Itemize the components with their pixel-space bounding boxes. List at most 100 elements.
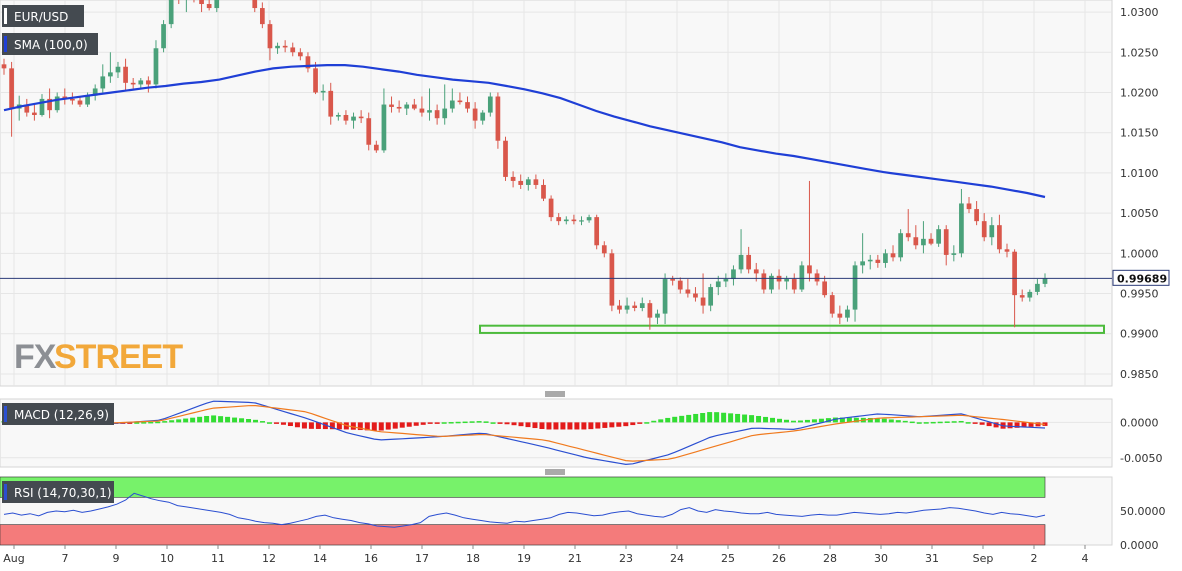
candle-body bbox=[807, 265, 812, 274]
x-tick-label: 19 bbox=[517, 552, 531, 565]
legend-macd[interactable]: MACD (12,26,9) bbox=[2, 403, 114, 425]
candle-body bbox=[1, 64, 7, 69]
rsi-tick-label: 0.0000 bbox=[1120, 539, 1159, 552]
macd-bar bbox=[357, 422, 363, 431]
macd-bar bbox=[972, 422, 978, 424]
legend-rsi[interactable]: RSI (14,70,30,1) bbox=[2, 481, 114, 503]
candle-body bbox=[472, 108, 478, 121]
macd-bar bbox=[469, 421, 475, 423]
candle-body bbox=[335, 114, 341, 117]
candle-body bbox=[905, 233, 911, 238]
macd-bar bbox=[350, 422, 356, 430]
macd-bar bbox=[923, 422, 929, 424]
x-tick-label: 25 bbox=[721, 552, 735, 565]
grid-lines bbox=[0, 0, 1112, 459]
macd-bar bbox=[944, 421, 950, 423]
price-tick-label: 1.0300 bbox=[1120, 6, 1159, 19]
x-tick-label: 26 bbox=[772, 552, 786, 565]
macd-bar bbox=[888, 419, 894, 423]
candle-body bbox=[518, 180, 524, 185]
candle-body bbox=[609, 253, 615, 306]
candle-body bbox=[1012, 251, 1017, 296]
macd-bar bbox=[518, 422, 524, 427]
candle-body bbox=[753, 269, 759, 274]
candle-body bbox=[1027, 291, 1033, 298]
x-tick-label: 2 bbox=[1031, 552, 1038, 565]
macd-bar bbox=[616, 422, 622, 427]
macd-bar bbox=[672, 416, 678, 423]
macd-bar bbox=[532, 422, 538, 429]
candle-body bbox=[123, 66, 128, 83]
candle-body bbox=[533, 179, 539, 185]
candle-body bbox=[282, 45, 288, 48]
macd-bar bbox=[986, 422, 992, 427]
candle-body bbox=[47, 98, 52, 111]
macd-bar bbox=[364, 422, 370, 431]
candle-body bbox=[959, 203, 964, 254]
macd-bar bbox=[644, 422, 650, 424]
candle-body bbox=[769, 275, 774, 290]
candle-body bbox=[845, 309, 850, 318]
candle-body bbox=[525, 179, 531, 185]
macd-bar bbox=[979, 422, 985, 425]
candle-body bbox=[404, 104, 410, 109]
macd-bar bbox=[916, 422, 922, 424]
macd-bar bbox=[637, 422, 643, 424]
macd-bar bbox=[476, 421, 482, 423]
legend-pair[interactable]: EUR/USD bbox=[2, 5, 84, 27]
macd-bar bbox=[735, 413, 741, 423]
candle-body bbox=[989, 225, 995, 238]
macd-bar bbox=[273, 422, 279, 424]
macd-bar bbox=[832, 417, 838, 423]
candle-body bbox=[928, 238, 934, 244]
macd-bar bbox=[329, 422, 335, 430]
macd-bar bbox=[301, 422, 307, 429]
current-price-tag: 0.99689 bbox=[1112, 269, 1170, 286]
macd-bar bbox=[392, 422, 398, 429]
candle-body bbox=[723, 279, 729, 282]
macd-bar bbox=[455, 421, 461, 424]
macd-histogram bbox=[1, 412, 1048, 431]
candle-body bbox=[693, 293, 698, 298]
macd-bar bbox=[504, 422, 510, 425]
panel-resize-handle[interactable] bbox=[545, 469, 565, 475]
macd-bar bbox=[909, 421, 915, 424]
candle-body bbox=[921, 238, 926, 246]
candle-body bbox=[495, 96, 501, 141]
candle-body bbox=[32, 112, 37, 115]
candle-body bbox=[108, 72, 113, 77]
macd-bar bbox=[308, 422, 314, 429]
candle-body bbox=[252, 0, 258, 9]
candle-body bbox=[427, 110, 432, 113]
macd-bar bbox=[134, 422, 140, 424]
macd-bar bbox=[148, 421, 154, 424]
candle-body bbox=[890, 253, 896, 258]
price-panel bbox=[0, 0, 1113, 387]
candle-body bbox=[206, 4, 212, 9]
price-tick-label: 1.0100 bbox=[1120, 167, 1159, 180]
candle-body bbox=[715, 281, 721, 288]
macd-bar bbox=[728, 413, 734, 423]
macd-bar bbox=[225, 416, 231, 423]
candle-body bbox=[305, 56, 311, 69]
macd-bar bbox=[965, 422, 971, 424]
rsi-oversold-zone bbox=[0, 524, 1046, 546]
legend-sma[interactable]: SMA (100,0) bbox=[2, 33, 98, 55]
macd-bar bbox=[818, 418, 824, 423]
macd-bar bbox=[406, 422, 412, 427]
candle-body bbox=[639, 303, 645, 308]
macd-bar bbox=[993, 422, 999, 428]
macd-bar bbox=[413, 422, 419, 426]
candle-body bbox=[814, 273, 820, 282]
macd-bar bbox=[930, 421, 936, 424]
legend-pair-label: EUR/USD bbox=[14, 10, 68, 24]
macd-bar bbox=[162, 421, 168, 423]
candle-body bbox=[115, 66, 121, 73]
macd-bar bbox=[127, 422, 133, 424]
panel-resize-handle[interactable] bbox=[545, 391, 565, 397]
candle-body bbox=[731, 269, 736, 280]
macd-tick-label: -0.0050 bbox=[1120, 452, 1162, 465]
macd-bar bbox=[336, 422, 342, 430]
candle-body bbox=[541, 184, 546, 199]
